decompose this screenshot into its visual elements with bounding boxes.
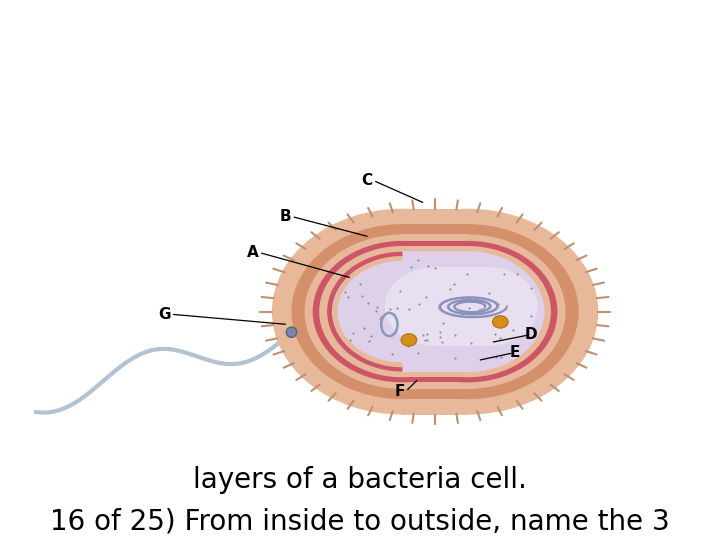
Bar <box>402 234 468 389</box>
Ellipse shape <box>384 267 485 346</box>
Ellipse shape <box>438 267 538 346</box>
Ellipse shape <box>378 241 557 382</box>
Ellipse shape <box>492 316 508 328</box>
Ellipse shape <box>391 251 544 372</box>
Ellipse shape <box>312 241 492 382</box>
Bar <box>402 251 468 372</box>
Ellipse shape <box>292 224 513 399</box>
Ellipse shape <box>319 246 486 377</box>
Text: layers of a bacteria cell.: layers of a bacteria cell. <box>193 466 527 494</box>
Bar <box>402 246 468 377</box>
Bar <box>402 224 468 399</box>
Ellipse shape <box>287 327 297 338</box>
Ellipse shape <box>401 334 417 346</box>
Text: E: E <box>510 345 520 360</box>
Ellipse shape <box>337 208 598 415</box>
Ellipse shape <box>325 251 479 372</box>
Bar <box>402 241 468 382</box>
Ellipse shape <box>305 234 500 389</box>
Ellipse shape <box>370 234 566 389</box>
Text: C: C <box>361 173 373 188</box>
Bar <box>402 208 468 415</box>
Text: A: A <box>247 245 258 260</box>
Ellipse shape <box>272 208 533 415</box>
Text: F: F <box>395 384 405 399</box>
Text: B: B <box>280 209 292 224</box>
Ellipse shape <box>356 224 579 399</box>
Ellipse shape <box>384 246 551 377</box>
Text: G: G <box>158 307 171 322</box>
Text: 16 of 25) From inside to outside, name the 3: 16 of 25) From inside to outside, name t… <box>50 507 670 535</box>
Text: D: D <box>525 327 537 342</box>
Bar <box>434 267 488 346</box>
